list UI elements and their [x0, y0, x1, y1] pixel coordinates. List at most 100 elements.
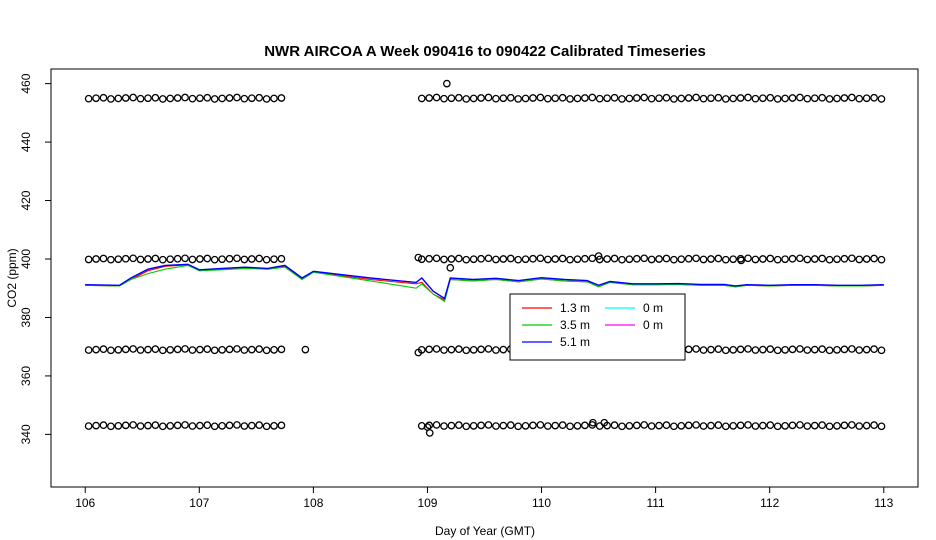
calibration-point [840, 94, 849, 102]
calibration-point [610, 421, 619, 429]
calibration-point [721, 255, 730, 264]
calibration-point [803, 422, 812, 430]
calibration-point [618, 255, 626, 264]
calibration-point [632, 254, 641, 263]
calibration-point [529, 94, 537, 102]
calibration-point [233, 421, 241, 429]
calibration-point [196, 94, 204, 103]
calibration-point [670, 422, 678, 431]
calibration-point [551, 255, 560, 263]
calibration-point [796, 93, 804, 102]
calibration-point [477, 94, 485, 102]
calibration-point [736, 421, 745, 430]
calibration-point [203, 421, 212, 429]
calibration-point [855, 422, 864, 430]
calibration-point [721, 95, 730, 103]
calibration-point [255, 345, 264, 353]
calibration-point [662, 421, 671, 429]
calibration-point [803, 346, 812, 354]
calibration-point [870, 421, 878, 429]
calibration-point [247, 94, 256, 103]
calibration-point [595, 255, 604, 264]
calibration-point [196, 421, 204, 430]
calibration-point [847, 93, 856, 102]
calibration-point [825, 422, 834, 431]
calibration-point [714, 93, 723, 102]
calibration-point [414, 253, 423, 262]
calibration-point [847, 421, 856, 429]
calibration-point [618, 422, 626, 431]
calibration-point [277, 94, 286, 102]
calibration-point [595, 94, 604, 103]
calibration-point [210, 95, 219, 103]
calibration-point [751, 255, 760, 264]
calibration-point [766, 345, 775, 353]
calibration-point [469, 94, 478, 103]
calibration-point [655, 421, 663, 430]
calibration-point [499, 94, 508, 103]
calibration-point [610, 93, 619, 102]
y-axis-label: CO2 (ppm) [5, 248, 19, 307]
calibration-point [529, 254, 537, 263]
calibration-point [484, 254, 493, 263]
calibration-point [847, 254, 856, 263]
calibration-point [114, 345, 123, 354]
calibration-point [144, 421, 152, 430]
calibration-point [684, 345, 693, 354]
calibration-point [447, 345, 456, 354]
calibration-point [99, 421, 108, 429]
legend: 1.3 m 3.5 m 5.1 m 0 m 0 m [509, 293, 686, 361]
calibration-point [181, 345, 189, 353]
calibration-point [796, 421, 804, 429]
calibration-point [499, 421, 508, 430]
x-tick-label: 109 [417, 496, 437, 510]
calibration-point [766, 421, 775, 429]
calibration-point [810, 421, 819, 430]
calibration-point [729, 255, 738, 264]
calibration-point [736, 345, 745, 354]
calibration-point [107, 255, 115, 264]
calibration-point [773, 255, 782, 264]
calibration-point [543, 422, 552, 430]
calibration-point [833, 94, 841, 103]
calibration-point [454, 421, 463, 429]
calibration-point [173, 254, 182, 263]
x-tick-label: 112 [760, 496, 779, 510]
calibration-point [240, 422, 249, 430]
calibration-point [129, 93, 137, 102]
calibration-point [99, 254, 108, 263]
calibration-point [469, 255, 478, 264]
legend-box [509, 293, 686, 361]
calibration-point [492, 255, 500, 264]
calibration-point [203, 254, 212, 263]
calibration-point [225, 421, 234, 430]
calibration-point [225, 254, 234, 263]
calibration-point [662, 93, 671, 102]
calibration-point [751, 346, 760, 354]
calibration-point [181, 254, 189, 263]
calibration-point [581, 254, 589, 263]
calibration-point [499, 255, 508, 263]
calibration-point [581, 421, 589, 430]
calibration-point [210, 255, 219, 264]
calibration-point [499, 345, 508, 354]
calibration-point [551, 94, 560, 103]
calibration-point [225, 94, 234, 102]
calibration-point [506, 254, 515, 263]
y-tick-label: 440 [19, 132, 33, 152]
calibration-point [692, 421, 700, 429]
plot-frame [50, 68, 919, 488]
calibration-point [225, 345, 234, 354]
calibration-point [188, 422, 197, 430]
calibration-point [610, 254, 619, 263]
calibration-point [270, 255, 278, 264]
calibration-point [810, 255, 819, 263]
calibration-point [414, 348, 423, 357]
calibration-point [99, 93, 108, 102]
calibration-point [759, 255, 767, 263]
calibration-point [594, 252, 603, 260]
calibration-point [484, 345, 493, 353]
calibration-point [781, 421, 789, 430]
y-tick-label: 420 [19, 190, 33, 210]
